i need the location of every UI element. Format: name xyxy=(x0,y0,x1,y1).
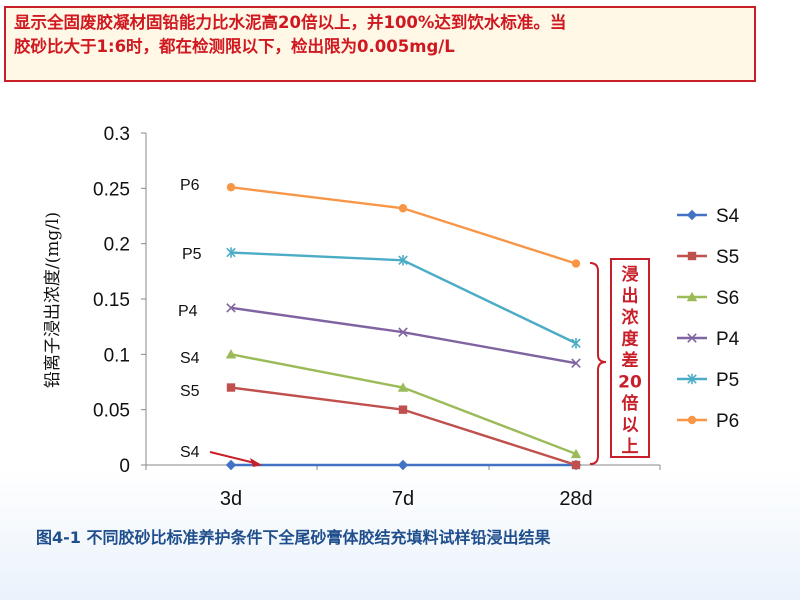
figure-caption: 图4-1 不同胶砂比标准养护条件下全尾砂膏体胶结充填料试样铅浸出结果 xyxy=(36,528,551,547)
series-label-layer: P6 P5 P4 S4 S5 S4 xyxy=(178,177,262,467)
data-point xyxy=(398,204,408,213)
series-p4 xyxy=(226,303,581,368)
legend-marker xyxy=(686,291,698,302)
legend: S4 S5 S6 P4 P5 P6 xyxy=(677,206,740,432)
legend-marker xyxy=(687,251,697,261)
y-tick-label: 0.25 xyxy=(93,179,130,200)
legend-item-p4: P4 xyxy=(677,329,740,350)
series-line xyxy=(230,306,577,365)
legend-item-p5: P5 xyxy=(677,370,739,391)
bracket-char: 浓 xyxy=(622,308,640,328)
data-point xyxy=(226,247,236,258)
bracket-char: 差 xyxy=(622,350,639,371)
data-point xyxy=(226,183,236,192)
data-point xyxy=(398,405,408,414)
y-tick-label: 0.1 xyxy=(104,345,130,366)
series-s5 xyxy=(226,383,581,470)
marker-stroke xyxy=(571,358,581,368)
marker-stroke xyxy=(687,333,697,343)
data-point xyxy=(571,338,581,349)
series-layer xyxy=(225,183,582,471)
series-line xyxy=(230,186,577,265)
legend-item-s4: S4 xyxy=(677,206,740,227)
legend-label: S4 xyxy=(716,206,740,227)
data-point xyxy=(226,383,236,392)
legend-label: P6 xyxy=(716,411,739,432)
axes: 0 0.05 0.1 0.15 0.2 0.25 0.3 3d 7d 28d 铅离子浸出浓度/(mg… xyxy=(43,124,661,510)
legend-label: P5 xyxy=(716,370,739,391)
bracket-char: 以 xyxy=(622,416,639,436)
arrow-shaft xyxy=(209,451,256,464)
x-tick-label: 3d xyxy=(220,488,242,510)
y-tick-label: 0.2 xyxy=(104,235,130,256)
series-line xyxy=(230,353,577,456)
y-tick-label: 0.15 xyxy=(93,290,130,311)
series-s6 xyxy=(225,349,582,459)
legend-label: S6 xyxy=(716,288,739,309)
series-label: S4 xyxy=(180,350,200,367)
data-point xyxy=(397,382,409,392)
legend-marker xyxy=(687,415,697,425)
arrow-head xyxy=(250,458,262,467)
data-point xyxy=(397,459,409,471)
legend-label: S5 xyxy=(716,247,739,268)
legend-label: P4 xyxy=(716,329,740,350)
series-line xyxy=(230,386,577,467)
data-point xyxy=(571,460,581,470)
conclusion-line-1: 显示全固废胶凝材固铅能力比水泥高20倍以上，并100%达到饮水标准。当 xyxy=(14,13,567,32)
bracket-char: 上 xyxy=(622,437,639,457)
series-label: P4 xyxy=(178,303,198,320)
series-p6 xyxy=(226,183,581,268)
data-point xyxy=(570,448,582,459)
series-label: S4 xyxy=(180,444,200,461)
series-p5 xyxy=(226,247,581,349)
legend-item-p6: P6 xyxy=(677,411,739,432)
legend-marker xyxy=(687,373,697,385)
series-label: P5 xyxy=(182,246,202,263)
data-point xyxy=(398,327,408,337)
data-point xyxy=(398,255,408,266)
y-axis-title: 铅离子浸出浓度/(mg/l) xyxy=(43,212,63,388)
bracket-char: 倍 xyxy=(622,393,639,414)
y-tick-label: 0.05 xyxy=(93,401,130,422)
series-line xyxy=(230,251,577,345)
data-point xyxy=(225,459,237,471)
y-tick-label: 0 xyxy=(119,456,130,477)
x-tick-label: 28d xyxy=(559,488,592,510)
bracket-char: 度 xyxy=(622,329,640,350)
bracket-box xyxy=(610,258,650,458)
data-point xyxy=(571,358,581,368)
legend-item-s5: S5 xyxy=(677,247,739,268)
x-tick-label: 7d xyxy=(392,488,414,510)
bracket-shape xyxy=(589,262,607,465)
marker-stroke xyxy=(226,303,236,313)
legend-marker xyxy=(686,209,698,221)
data-point xyxy=(225,349,237,359)
series-s4 xyxy=(225,459,582,471)
conclusion-line-2: 胶砂比大于1:6时，都在检测限以下，检出限为0.005mg/L xyxy=(14,37,455,56)
series-label: S5 xyxy=(180,383,200,400)
legend-item-s6: S6 xyxy=(677,288,739,309)
bracket-char: 出 xyxy=(622,286,639,307)
legend-marker xyxy=(687,333,697,343)
marker-stroke xyxy=(398,327,408,337)
series-label: P6 xyxy=(180,177,200,194)
data-point xyxy=(571,259,581,268)
bracket-char: 浸 xyxy=(622,264,639,285)
y-tick-label: 0.3 xyxy=(104,124,130,145)
bracket-char: 20 xyxy=(618,373,642,393)
conclusion-banner: 显示全固废胶凝材固铅能力比水泥高20倍以上，并100%达到饮水标准。当 胶砂比大… xyxy=(4,6,756,82)
data-point xyxy=(226,303,236,313)
